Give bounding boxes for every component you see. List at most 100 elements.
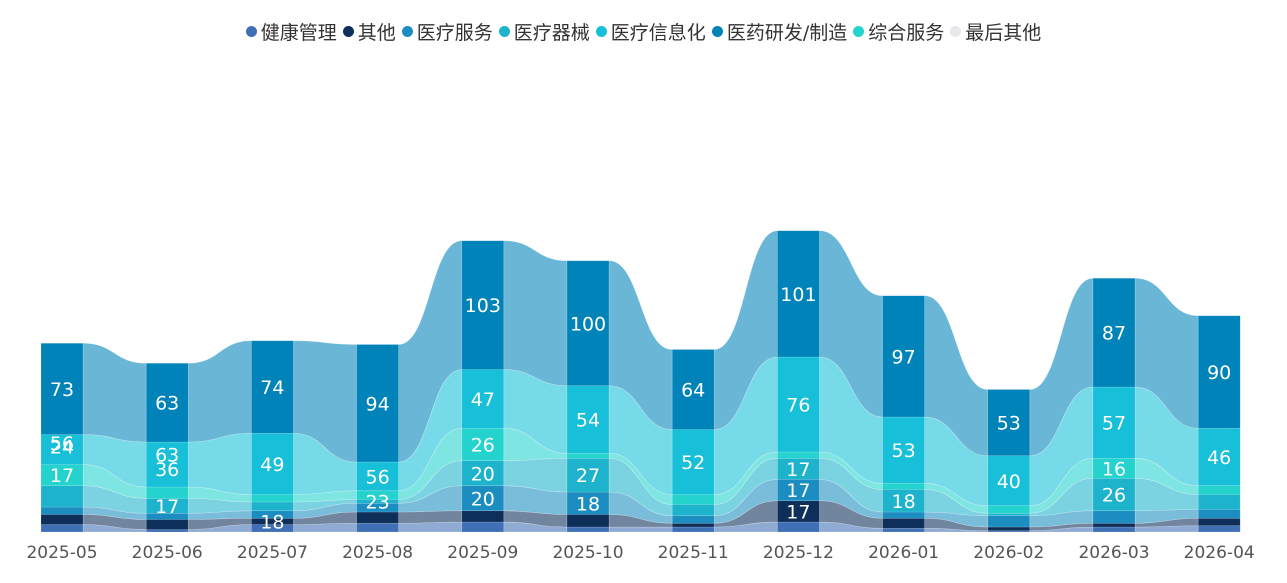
- bar-segment[interactable]: [671, 515, 715, 524]
- bar-segment[interactable]: [987, 512, 1031, 517]
- data-label: 17: [786, 459, 810, 481]
- bar-segment[interactable]: [251, 501, 294, 512]
- bar-segment[interactable]: [145, 519, 189, 530]
- legend-dot: [245, 26, 257, 37]
- bar-segment[interactable]: [1092, 386, 1136, 459]
- bar-segment[interactable]: [987, 515, 1031, 528]
- bar-segment[interactable]: [1092, 277, 1136, 388]
- bar-segment[interactable]: [882, 527, 925, 533]
- bar-segment[interactable]: [671, 494, 715, 505]
- bar-segment[interactable]: [987, 455, 1031, 507]
- bar-segment[interactable]: [566, 514, 610, 528]
- bar-segment[interactable]: [251, 432, 294, 495]
- x-tick-label: 2025-07: [237, 543, 308, 563]
- bar-segment[interactable]: [777, 521, 820, 533]
- bar-segment[interactable]: [777, 451, 820, 459]
- bar-segment[interactable]: [40, 485, 84, 508]
- bar-segment[interactable]: [1092, 510, 1136, 524]
- bar-segment[interactable]: [566, 385, 610, 454]
- bar-segment[interactable]: [461, 460, 505, 487]
- bar-segment[interactable]: [671, 349, 715, 430]
- data-label: 47: [471, 389, 495, 411]
- bar-segment[interactable]: [566, 526, 610, 533]
- bar-segment[interactable]: [145, 362, 189, 443]
- bar-segment[interactable]: [882, 416, 925, 484]
- data-label: 18: [892, 491, 916, 513]
- legend-item[interactable]: 综合服务: [853, 18, 944, 45]
- bar-segment[interactable]: [40, 342, 84, 435]
- x-tick-label: 2025-09: [447, 543, 518, 563]
- data-label: 26: [1102, 485, 1126, 507]
- bar-segment[interactable]: [356, 461, 399, 492]
- bar-segment[interactable]: [40, 514, 84, 525]
- data-label: 73: [50, 379, 74, 401]
- legend-dot: [401, 26, 413, 37]
- bar-segment[interactable]: [356, 511, 399, 524]
- bar-segment[interactable]: [566, 457, 610, 493]
- bar-segment[interactable]: [777, 230, 820, 358]
- bar-segment[interactable]: [882, 482, 925, 490]
- bar-segment[interactable]: [145, 529, 189, 533]
- bar-segment[interactable]: [461, 510, 505, 523]
- bar-segment[interactable]: [356, 522, 399, 533]
- chart-legend: 健康管理 其他 医疗服务 医疗器械 医疗信息化 医药研发/制造 综合服务 最后其他: [0, 18, 1287, 45]
- bar-segment[interactable]: [1092, 526, 1136, 533]
- bar-segment[interactable]: [40, 506, 84, 515]
- data-label: 101: [780, 284, 816, 306]
- bar-segment[interactable]: [1197, 517, 1241, 527]
- legend-item[interactable]: 最后其他: [950, 18, 1041, 45]
- bar-segment[interactable]: [1197, 485, 1241, 495]
- bar-segment[interactable]: [987, 505, 1031, 514]
- bar-segment[interactable]: [40, 434, 84, 465]
- bar-segment[interactable]: [987, 526, 1031, 532]
- bar-segment[interactable]: [1092, 477, 1136, 512]
- x-tick-label: 2025-08: [342, 543, 413, 563]
- bar-segment[interactable]: [461, 485, 505, 512]
- bar-segment[interactable]: [671, 429, 715, 495]
- data-label: 63: [155, 445, 179, 467]
- bar-segment[interactable]: [566, 452, 610, 459]
- flow-band: [608, 526, 673, 533]
- bar-segment[interactable]: [251, 340, 294, 434]
- data-label: 100: [570, 313, 606, 335]
- bar-segment[interactable]: [671, 522, 715, 528]
- bar-segment[interactable]: [566, 260, 610, 387]
- data-label: 40: [997, 471, 1021, 493]
- bar-segment[interactable]: [882, 511, 925, 519]
- flow-band: [293, 340, 357, 463]
- bar-segment[interactable]: [145, 441, 189, 488]
- legend-label: 医疗服务: [416, 22, 493, 44]
- bar-segment[interactable]: [1197, 315, 1241, 429]
- legend-item[interactable]: 医疗器械: [498, 18, 590, 45]
- bar-segment[interactable]: [251, 494, 294, 503]
- flow-band: [398, 521, 463, 533]
- data-label: 63: [155, 393, 179, 415]
- bar-segment[interactable]: [461, 369, 505, 429]
- legend-label: 其他: [357, 22, 396, 44]
- bar-segment[interactable]: [1197, 509, 1241, 519]
- bar-segment[interactable]: [356, 344, 399, 463]
- bar-segment[interactable]: [1092, 522, 1136, 528]
- bar-segment[interactable]: [671, 504, 715, 517]
- legend-item[interactable]: 医疗服务: [401, 18, 493, 45]
- legend-dot: [950, 26, 962, 37]
- data-label: 54: [576, 410, 600, 432]
- legend-item[interactable]: 医疗信息化: [595, 18, 706, 45]
- bar-segment[interactable]: [1197, 494, 1241, 510]
- bar-segment[interactable]: [882, 517, 925, 529]
- bar-segment[interactable]: [882, 295, 925, 418]
- bar-segment[interactable]: [461, 240, 505, 370]
- bar-segment[interactable]: [1197, 525, 1241, 533]
- data-label: 56: [366, 466, 390, 488]
- legend-dot: [595, 26, 607, 37]
- bar-segment[interactable]: [461, 521, 505, 533]
- legend-item[interactable]: 其他: [342, 18, 396, 45]
- bar-segment[interactable]: [461, 427, 505, 462]
- bar-segment[interactable]: [40, 524, 84, 533]
- bar-segment[interactable]: [987, 389, 1031, 457]
- legend-item[interactable]: 健康管理: [245, 18, 337, 45]
- bar-segment[interactable]: [671, 526, 715, 533]
- bar-segment[interactable]: [1197, 427, 1241, 487]
- legend-item[interactable]: 医药研发/制造: [711, 18, 847, 45]
- legend-label: 综合服务: [868, 22, 945, 44]
